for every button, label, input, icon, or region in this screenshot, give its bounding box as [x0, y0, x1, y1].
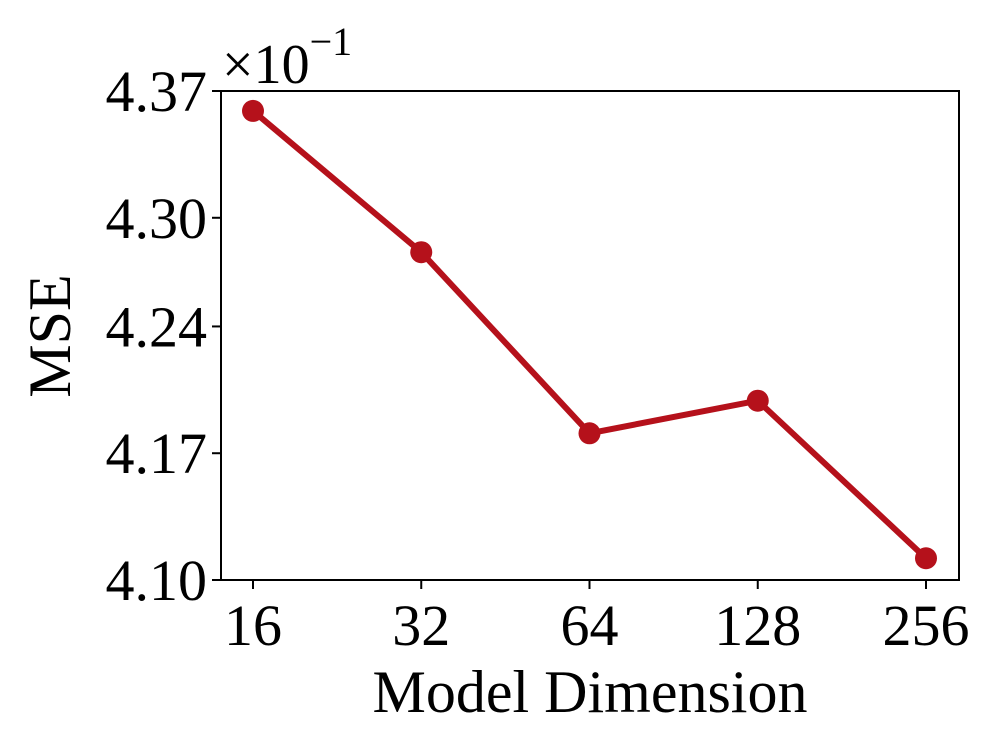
- plot-area: [220, 90, 960, 581]
- y-axis: 4.10 4.17 4.24 4.30 4.37: [106, 59, 221, 613]
- x-tick-label: 256: [883, 593, 970, 658]
- series-mse: [242, 99, 937, 570]
- y-multiplier-base: ×10: [222, 34, 310, 96]
- x-axis: 16 32 64 128 256: [224, 580, 970, 658]
- x-tick-label: 16: [224, 593, 282, 658]
- y-tick-label: 4.10: [106, 548, 208, 613]
- data-point: [410, 241, 433, 264]
- y-axis-label: MSE: [17, 274, 83, 397]
- x-tick-label: 128: [714, 593, 801, 658]
- y-tick-label: 4.37: [106, 59, 208, 124]
- x-tick-label: 32: [392, 593, 450, 658]
- series-line: [250, 107, 929, 562]
- data-point: [746, 389, 769, 412]
- x-axis-label: Model Dimension: [373, 659, 808, 725]
- data-point: [915, 547, 937, 570]
- y-tick-label: 4.17: [106, 421, 208, 486]
- y-tick-label: 4.24: [106, 294, 208, 359]
- data-point: [578, 422, 601, 445]
- y-multiplier: ×10−1: [222, 19, 352, 96]
- y-tick-label: 4.30: [106, 186, 208, 251]
- plot-frame: [220, 90, 960, 581]
- y-multiplier-exponent: −1: [310, 19, 353, 64]
- data-point: [242, 99, 264, 122]
- x-tick-label: 64: [561, 593, 619, 658]
